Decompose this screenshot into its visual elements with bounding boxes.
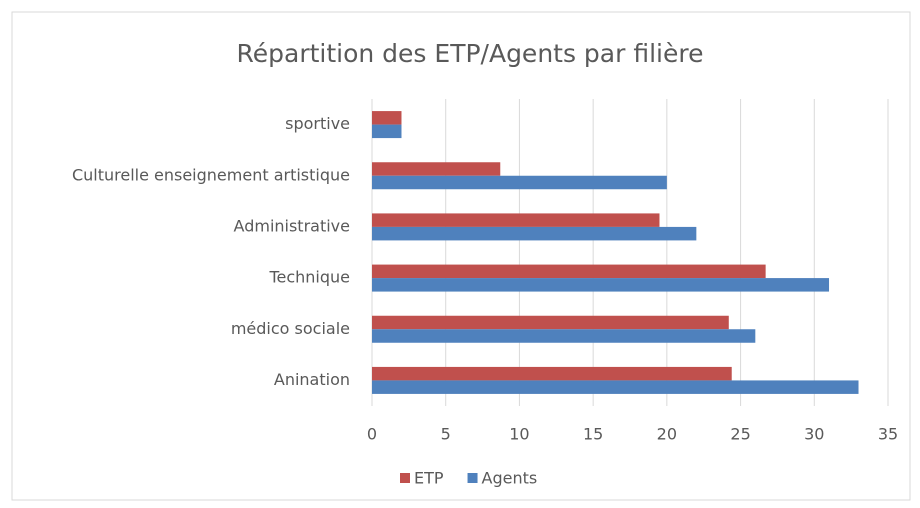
x-tick-label: 25: [730, 425, 750, 444]
bar: [372, 366, 732, 381]
x-tick-label: 10: [509, 425, 529, 444]
y-tick-label: Technique: [268, 268, 350, 287]
legend-swatch: [400, 473, 410, 483]
bar: [372, 213, 660, 227]
x-tick-label: 0: [367, 425, 377, 444]
bar: [372, 111, 402, 125]
bar: [372, 264, 766, 279]
bar: [372, 124, 402, 139]
bar: [372, 278, 830, 292]
bar: [372, 226, 697, 241]
x-tick-label: 35: [878, 425, 898, 444]
bar: [372, 162, 501, 176]
legend-label: ETP: [414, 469, 444, 488]
bar: [372, 175, 667, 190]
chart-title: Répartition des ETP/Agents par filière: [237, 39, 704, 68]
x-tick-label: 5: [441, 425, 451, 444]
x-tick-label: 15: [583, 425, 603, 444]
chart-border: [11, 11, 911, 501]
x-tick-label: 20: [657, 425, 677, 444]
y-tick-label: Culturelle enseignement artistique: [72, 165, 350, 184]
legend-label: Agents: [482, 469, 538, 488]
x-tick-label: 30: [804, 425, 824, 444]
bar: [372, 380, 859, 394]
bar: [372, 329, 756, 343]
y-tick-label: médico sociale: [231, 319, 350, 338]
legend-swatch: [467, 473, 478, 483]
y-tick-label: Administrative: [234, 216, 350, 235]
bar: [372, 315, 729, 330]
y-tick-label: Anination: [274, 370, 350, 389]
y-tick-label: sportive: [285, 114, 350, 133]
